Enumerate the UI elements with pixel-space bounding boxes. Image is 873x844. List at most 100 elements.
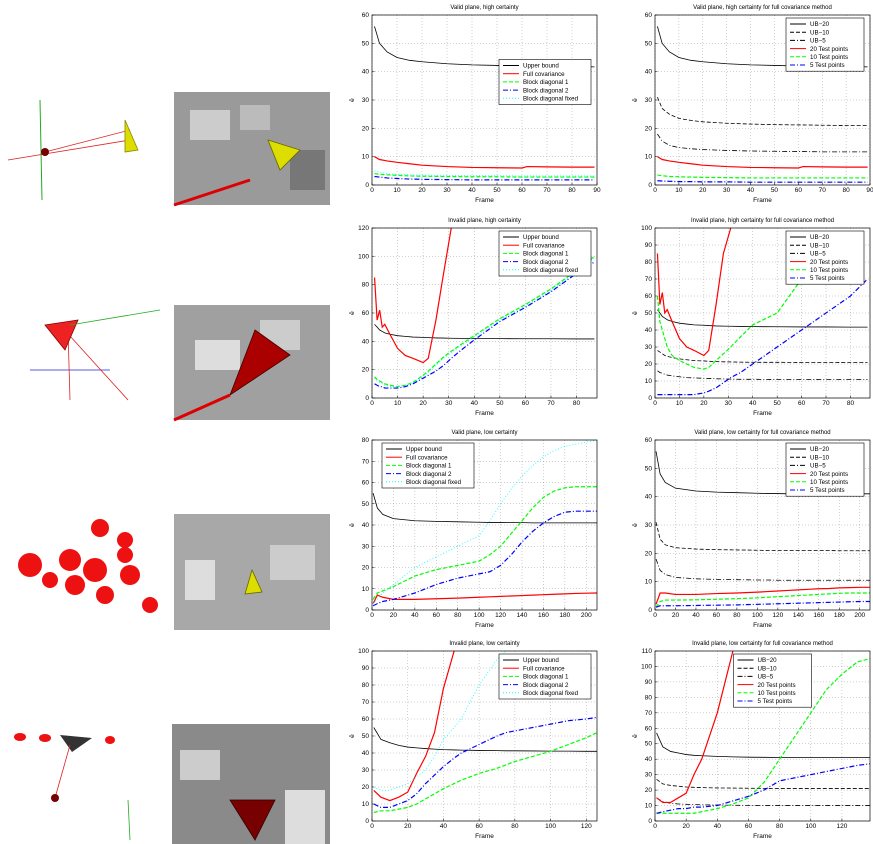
legend-label: UB−10 [758,665,778,672]
y-tick-label: 30 [645,772,653,779]
x-tick-label: 40 [468,187,476,194]
x-tick-label: 80 [776,823,784,830]
y-tick-label: 10 [362,801,370,808]
legend-label: Full covariance [523,242,565,249]
y-tick-label: 20 [362,565,370,572]
y-tick-label: 0 [365,818,369,825]
x-tick-label: 0 [653,612,657,619]
x-tick-label: 20 [672,612,680,619]
y-tick-label: 40 [645,494,653,501]
legend: Upper boundFull covarianceBlock diagonal… [382,443,474,488]
y-tick-label: 80 [362,682,370,689]
camera-photo [172,724,330,844]
y-tick-label: 50 [645,741,653,748]
x-tick-label: 60 [522,400,530,407]
line-chart: Invalid plane, high certaintyFrameē01020… [349,218,597,417]
legend: UB−20UB−10UB−520 Test points10 Test poin… [786,231,864,284]
chart-title: Invalid plane, low certainty [449,641,519,647]
y-tick-label: 60 [362,716,370,723]
legend-label: Block diagonal fixed [523,267,579,274]
legend-label: 20 Test points [758,682,796,689]
x-tick-label: 30 [443,187,451,194]
x-tick-label: 50 [771,187,779,194]
chart-title: Invalid plane, high certainty for full c… [691,218,834,224]
y-tick-label: 20 [362,784,370,791]
y-tick-label: 30 [645,522,653,529]
legend-label: 10 Test points [810,267,848,274]
y-tick-label: 0 [648,607,652,614]
x-tick-label: 180 [559,612,570,619]
x-tick-label: 120 [772,612,783,619]
legend-label: 20 Test points [810,471,848,478]
legend-label: UB−10 [810,454,830,461]
legend-label: Full covariance [406,454,448,461]
legend-label: UB−20 [810,21,830,28]
y-tick-label: 100 [641,225,652,232]
y-tick-label: 70 [362,699,370,706]
legend-label: 20 Test points [810,259,848,266]
y-tick-label: 50 [645,465,653,472]
legend-label: 10 Test points [810,54,848,61]
x-tick-label: 80 [842,187,850,194]
legend-label: UB−5 [810,251,826,258]
y-tick-label: 40 [362,338,370,345]
x-tick-label: 70 [822,400,830,407]
x-tick-label: 90 [866,187,873,194]
x-tick-label: 60 [795,187,803,194]
y-tick-label: 0 [648,818,652,825]
x-tick-label: 80 [511,823,519,830]
y-tick-label: 100 [641,663,652,670]
y-tick-label: 60 [362,12,370,19]
x-tick-label: 80 [573,400,581,407]
x-tick-label: 60 [798,400,806,407]
legend-label: Full covariance [523,71,565,78]
x-tick-label: 10 [393,187,401,194]
x-axis-label: Frame [753,197,772,204]
line-chart: Valid plane, high certainty for full cov… [632,5,873,204]
line-chart: Valid plane, low certaintyFrameē02040608… [349,430,597,629]
legend-label: UB−5 [758,674,774,681]
legend-label: Upper bound [523,63,559,70]
y-tick-label: 80 [362,437,370,444]
y-tick-label: 40 [645,327,653,334]
legend-label: 5 Test points [810,487,845,494]
y-tick-label: 80 [645,259,653,266]
y-tick-label: 110 [642,648,653,655]
y-tick-label: 50 [645,310,653,317]
x-tick-label: 140 [793,612,804,619]
legend-label: 20 Test points [810,46,848,53]
legend-label: UB−10 [810,242,830,249]
y-tick-label: 80 [362,282,370,289]
x-tick-label: 100 [545,823,556,830]
y-tick-label: 50 [362,501,370,508]
y-axis-label: ē [632,734,639,738]
legend-label: 5 Test points [810,62,845,69]
y-tick-label: 0 [648,182,652,189]
x-tick-label: 40 [749,400,757,407]
chart-title: Invalid plane, low certainty for full co… [692,641,833,647]
y-tick-label: 10 [362,586,370,593]
x-tick-label: 40 [747,187,755,194]
camera-photo [174,305,330,420]
legend-label: Upper bound [523,657,559,664]
y-tick-label: 0 [365,182,369,189]
legend-label: Block diagonal fixed [523,690,579,697]
y-tick-label: 60 [645,725,653,732]
legend-label: UB−20 [810,446,830,453]
y-tick-label: 50 [645,40,653,47]
x-tick-label: 0 [653,187,657,194]
y-axis-label: ē [632,523,639,527]
y-tick-label: 0 [648,395,652,402]
y-tick-label: 0 [365,607,369,614]
y-tick-label: 60 [645,437,653,444]
x-tick-label: 30 [725,400,733,407]
y-tick-label: 60 [645,293,653,300]
x-tick-label: 40 [440,823,448,830]
legend-label: Upper bound [406,446,442,453]
legend-label: Upper bound [523,234,559,241]
legend-label: 5 Test points [758,698,793,705]
x-tick-label: 120 [837,823,848,830]
x-tick-label: 160 [813,612,824,619]
